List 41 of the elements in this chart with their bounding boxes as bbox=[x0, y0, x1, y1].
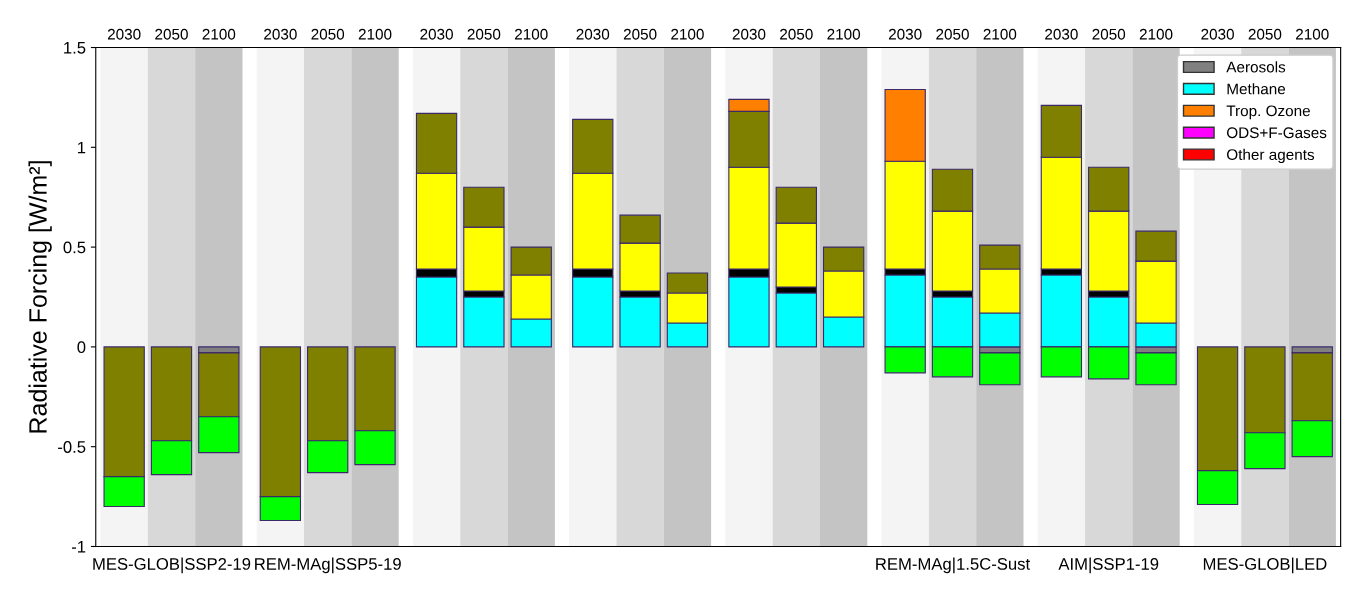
text: MES-GLOB|LED bbox=[1203, 557, 1327, 574]
x-tick-label: 2050 bbox=[155, 28, 188, 40]
x-tick-label: 2100 bbox=[827, 28, 861, 40]
x-tick-label: 2100 bbox=[983, 28, 1017, 40]
x-tick-label: 2050 bbox=[1248, 28, 1282, 40]
text: MES-GLOB|SSP2-19 bbox=[93, 557, 251, 574]
legend-label: Trop. Ozone bbox=[1226, 105, 1310, 120]
x-tick-label: 2100 bbox=[358, 28, 392, 40]
x-tick-label: 2050 bbox=[623, 28, 657, 40]
legend-label: Other agents bbox=[1227, 148, 1315, 164]
x-tick-label: 2050 bbox=[936, 28, 969, 40]
x-tick-label: 2050 bbox=[1092, 28, 1126, 40]
x-tick-label: 2050 bbox=[780, 28, 813, 40]
x-tick-label: 2030 bbox=[264, 28, 297, 40]
text: REM-MAg|1.5C-Sust bbox=[876, 557, 1031, 574]
x-tick-label: 2030 bbox=[888, 28, 922, 40]
y-tick-label: -0.5 bbox=[58, 441, 86, 453]
x-tick-label: 2030 bbox=[1201, 28, 1234, 40]
x-tick-label: 2030 bbox=[1045, 28, 1078, 40]
text: REM-MAg|SSP5-19 bbox=[255, 557, 401, 574]
x-tick-label: 2100 bbox=[671, 28, 704, 40]
x-tick-label: 2050 bbox=[311, 28, 345, 40]
x-tick-label: 2050 bbox=[467, 28, 501, 40]
y-tick-label: 0.5 bbox=[63, 241, 86, 254]
x-tick-label: 2030 bbox=[107, 28, 141, 40]
legend-label: ODS+F-Gases bbox=[1227, 127, 1327, 139]
x-tick-label: 2100 bbox=[515, 28, 548, 40]
y-axis-title: Radiative Forcing [W/m²] bbox=[28, 161, 52, 433]
y-tick-label: -1 bbox=[71, 541, 86, 553]
legend-label: Methane bbox=[1227, 83, 1286, 95]
legend-label: Aerosols bbox=[1226, 61, 1286, 73]
x-tick-label: 2030 bbox=[732, 28, 766, 40]
y-tick-label: 1 bbox=[78, 141, 86, 154]
text: AIM|SSP1-19 bbox=[1058, 557, 1159, 574]
x-tick-label: 2100 bbox=[1139, 28, 1173, 40]
y-tick-label: 0 bbox=[77, 341, 86, 354]
x-tick-label: 2100 bbox=[1296, 28, 1329, 40]
x-tick-label: 2100 bbox=[202, 28, 236, 40]
x-tick-label: 2030 bbox=[420, 28, 453, 40]
x-tick-label: 2030 bbox=[576, 28, 610, 40]
y-tick-label: 1.5 bbox=[64, 42, 86, 54]
